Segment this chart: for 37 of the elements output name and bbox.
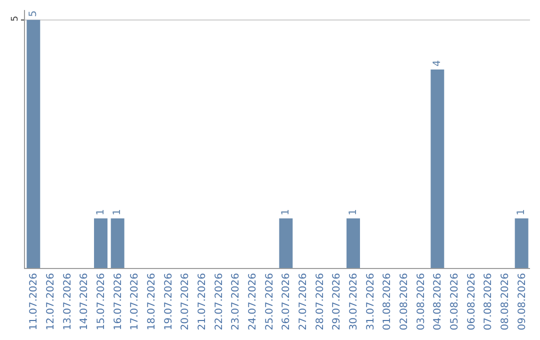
- x-tick-label: 01.08.2026: [382, 273, 394, 330]
- data-label: 1: [95, 209, 106, 216]
- x-tick-label: 24.07.2026: [248, 273, 258, 330]
- x-tick-label: 20.07.2026: [180, 273, 192, 330]
- x-tick-label: 30.07.2026: [348, 273, 360, 330]
- x-tick-label: 31.07.2026: [365, 273, 376, 330]
- data-label: 1: [516, 209, 528, 216]
- data-label: 1: [112, 209, 124, 216]
- x-tick-label: 15.07.2026: [96, 273, 107, 330]
- x-tick-label: 28.07.2026: [314, 273, 326, 330]
- x-tick-label: 21.07.2026: [197, 273, 208, 330]
- x-tick-label: 27.07.2026: [298, 273, 309, 330]
- x-tick-label: 12.07.2026: [46, 273, 56, 330]
- x-tick-label: 18.07.2026: [146, 273, 158, 330]
- data-label: 1: [348, 209, 359, 216]
- data-label: 4: [432, 60, 443, 67]
- x-tick-label: 05.08.2026: [450, 273, 460, 330]
- x-tick-label: 22.07.2026: [214, 273, 225, 330]
- x-tick-label: 04.08.2026: [432, 273, 444, 330]
- x-tick-label: 14.07.2026: [79, 273, 90, 330]
- x-tick-label: 19.07.2026: [163, 273, 174, 330]
- x-tick-label: 02.08.2026: [399, 273, 410, 330]
- x-tick-label: 09.08.2026: [516, 273, 528, 330]
- x-tick-label: 11.07.2026: [28, 273, 40, 330]
- x-tick-label: 26.07.2026: [281, 273, 292, 330]
- x-tick-label: 23.07.2026: [230, 273, 242, 330]
- x-tick-label: 13.07.2026: [62, 273, 74, 330]
- x-tick-label: 29.07.2026: [332, 273, 343, 330]
- x-tick-label: 07.08.2026: [483, 273, 494, 330]
- x-tick-label: 08.08.2026: [500, 273, 511, 330]
- x-tick-label: 25.07.2026: [264, 273, 276, 330]
- data-label: 1: [280, 209, 292, 216]
- data-label: 5: [28, 10, 39, 17]
- x-tick-label: 17.07.2026: [130, 273, 141, 330]
- x-tick-label: 06.08.2026: [466, 273, 478, 330]
- x-tick-label: 03.08.2026: [416, 273, 427, 330]
- x-tick-label: 16.07.2026: [112, 273, 124, 330]
